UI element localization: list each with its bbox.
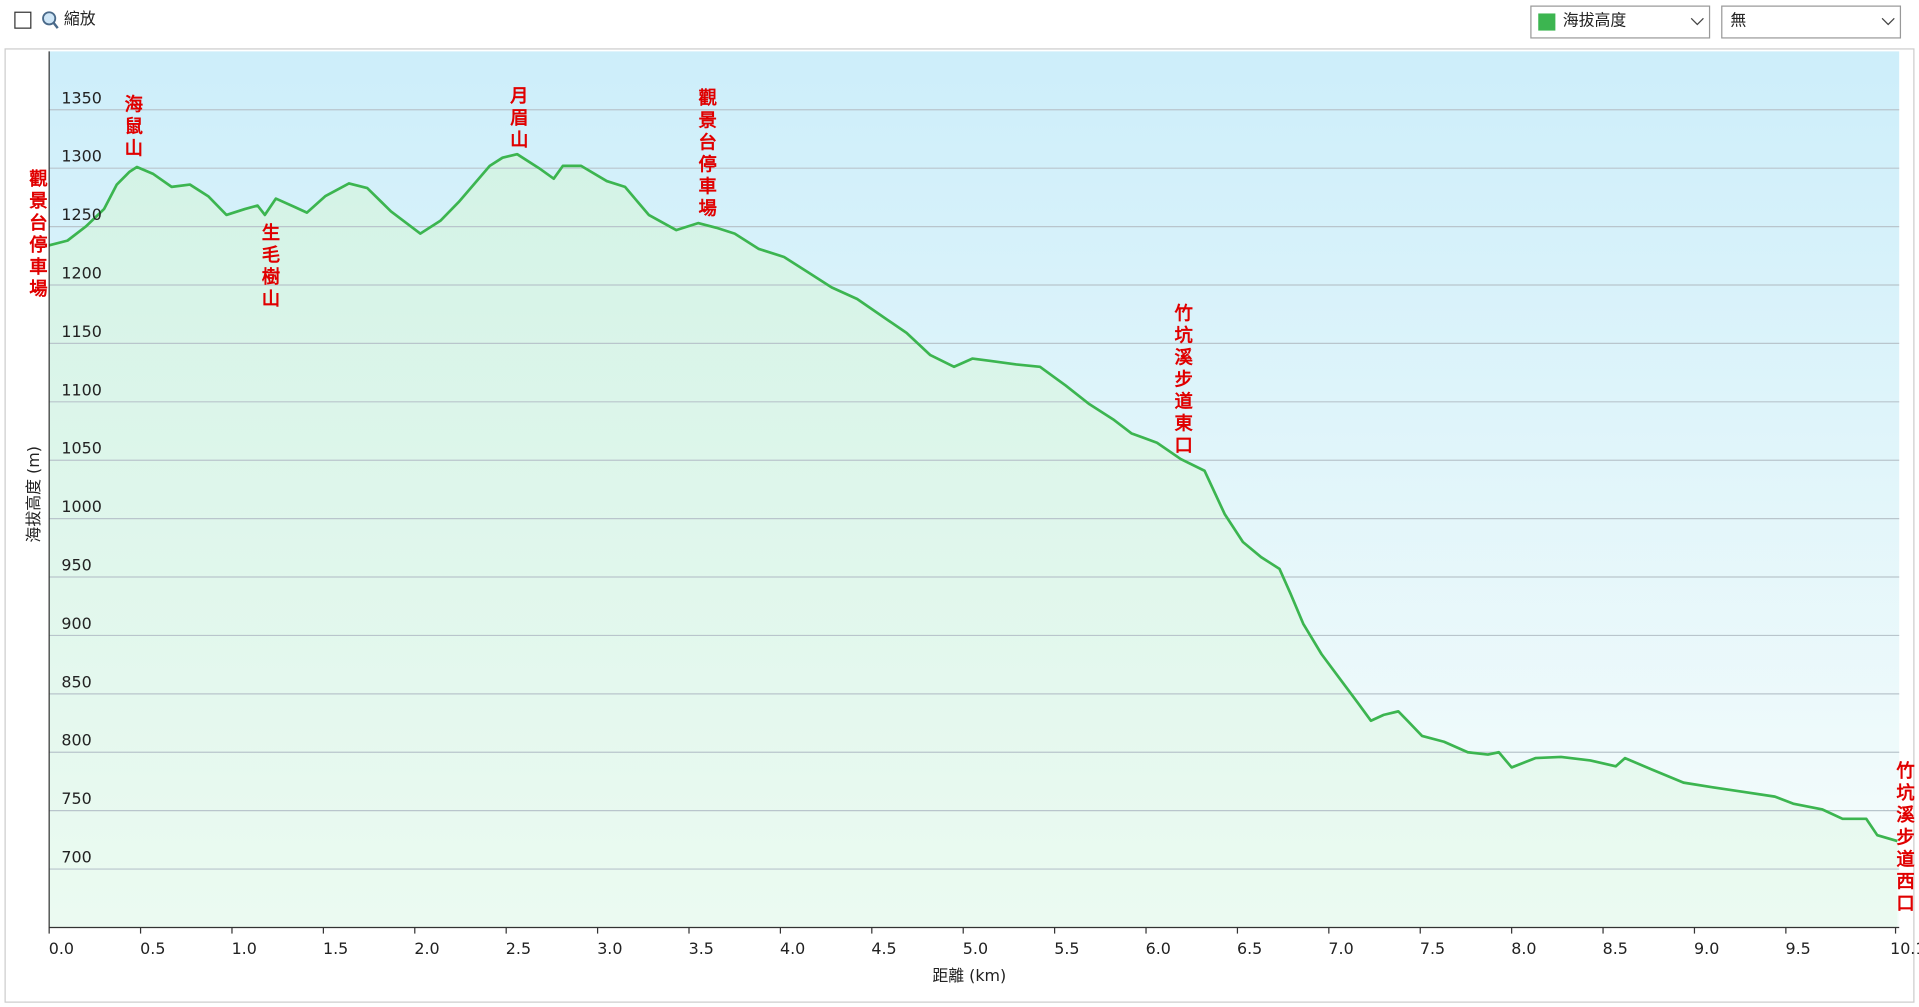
y-axis-label: 海拔高度 (m) — [24, 446, 43, 542]
x-tick-label: 1.0 — [232, 939, 257, 958]
x-tick-label: 3.5 — [689, 939, 714, 958]
y-tick-label: 700 — [61, 848, 91, 867]
x-tick-label: 3.0 — [597, 939, 622, 958]
zoom-label: 縮放 — [64, 9, 96, 28]
x-tick-label: 8.5 — [1603, 939, 1628, 958]
x-tick-label: 2.0 — [414, 939, 439, 958]
secondary-select-label: 無 — [1730, 10, 1746, 29]
line — [48, 152, 1898, 843]
secondary-select[interactable] — [1721, 5, 1902, 39]
annotation: 生毛樹山 — [259, 222, 280, 311]
annotation: 海鼠山 — [122, 93, 143, 160]
y-tick-label: 900 — [61, 614, 91, 633]
dropdown-arrow — [1881, 17, 1895, 26]
x-tick-label: 7.5 — [1420, 939, 1445, 958]
x-tick-label: 5.5 — [1054, 939, 1079, 958]
series-select[interactable] — [1530, 5, 1711, 39]
y-tick-label: 1300 — [61, 147, 101, 166]
y-tick-label: 1050 — [61, 439, 101, 458]
x-tick-label: 5.0 — [963, 939, 988, 958]
legend-label: 海拔高度 — [1563, 10, 1627, 29]
annotation: 月眉山 — [507, 86, 529, 152]
x-tick-label: 4.0 — [780, 939, 805, 958]
x-tick-label: 10.1 — [1890, 939, 1919, 958]
chart-border — [4, 48, 1915, 1003]
annotation: 竹坑溪步道西口 — [1894, 760, 1916, 915]
y-tick-label: 1100 — [61, 380, 101, 399]
y-tick-label: 1200 — [61, 263, 101, 282]
x-tick-label: 0.5 — [140, 939, 165, 958]
annotation: 觀景台停車場 — [696, 88, 718, 220]
y-tick-label: 950 — [61, 556, 91, 575]
x-tick-label: 2.5 — [506, 939, 531, 958]
x-tick-label: 9.0 — [1694, 939, 1719, 958]
magnifier-handle — [52, 21, 59, 29]
x-tick-label: 9.5 — [1785, 939, 1810, 958]
y-tick-label: 1150 — [61, 322, 101, 341]
magnifier-icon — [42, 11, 57, 26]
y-tick-label: 850 — [61, 672, 91, 691]
zoom-checkbox[interactable] — [14, 11, 32, 29]
y-tick-label: 1000 — [61, 497, 101, 516]
x-axis-label: 距離 (km) — [932, 966, 1006, 985]
x-tick-label: 6.0 — [1146, 939, 1171, 958]
y-tick-label: 1350 — [61, 88, 101, 107]
y-tick-label: 1250 — [61, 205, 101, 224]
x-tick-label: 6.5 — [1237, 939, 1262, 958]
annotation: 竹坑溪步道東口 — [1172, 303, 1194, 458]
area — [49, 154, 1898, 928]
annotation: 觀景台停車場 — [26, 169, 48, 301]
legend-swatch — [1538, 13, 1556, 31]
y-tick-label: 750 — [61, 789, 91, 808]
y-tick-label: 800 — [61, 731, 91, 750]
x-tick-label: 4.5 — [871, 939, 896, 958]
x-tick-label: 0.0 — [49, 939, 74, 958]
dropdown-arrow — [1690, 17, 1704, 26]
x-tick-label: 1.5 — [323, 939, 348, 958]
x-tick-label: 8.0 — [1511, 939, 1536, 958]
x-tick-label: 7.0 — [1328, 939, 1353, 958]
